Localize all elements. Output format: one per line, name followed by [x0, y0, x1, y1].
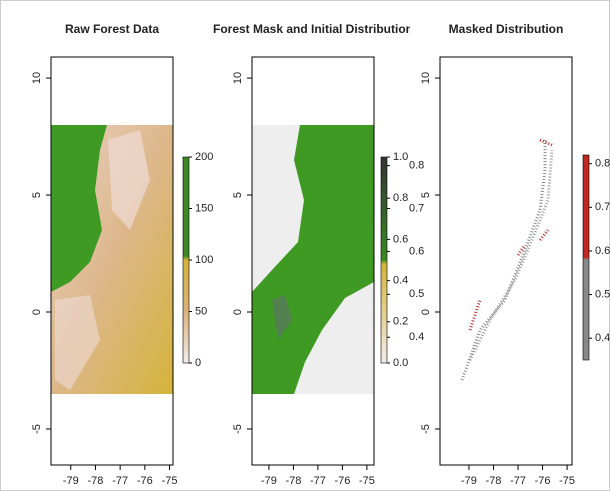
colorbar-tick-label: 0.6 [595, 245, 610, 257]
y-tick-label: 5 [232, 192, 244, 198]
plot-box [251, 56, 375, 466]
colorbar-tick-label: 150 [195, 202, 213, 214]
y-tick-label: 0 [420, 309, 432, 315]
colorbar-tick-label: 0.7 [595, 201, 610, 213]
colorbar-tick-label: 0.5 [409, 288, 424, 300]
y-tick-label: 0 [232, 309, 244, 315]
colorbar-tick-label: 0.5 [595, 288, 610, 300]
colorbar-tick-label: 1.0 [393, 151, 408, 163]
x-tick-label: -75 [162, 475, 178, 487]
colorbar-tick-label: 0.2 [393, 316, 408, 328]
colorbar-tick-label: 0.7 [409, 202, 424, 214]
x-tick-label: -77 [310, 475, 326, 487]
colorbar-tick-label: 0 [195, 357, 201, 369]
colorbar-tick-label: 0.4 [595, 332, 610, 344]
x-tick-label: -75 [359, 475, 375, 487]
y-tick-label: 10 [31, 72, 43, 84]
colorbar-tick-label: 0.6 [409, 245, 424, 257]
x-tick-label: -78 [285, 475, 301, 487]
colorbar-tick-label: 0.4 [409, 331, 424, 343]
colorbar-tick-label: 0.8 [595, 158, 610, 170]
x-tick-label: -76 [137, 475, 153, 487]
colorbar-1 [183, 157, 189, 363]
x-tick-label: -76 [535, 475, 551, 487]
x-tick-label: -77 [510, 475, 526, 487]
x-tick-label: -77 [112, 475, 128, 487]
colorbar-tick-label: 0.8 [393, 192, 408, 204]
raster-1 [51, 125, 173, 394]
x-tick-label: -79 [461, 475, 477, 487]
y-tick-label: -5 [420, 424, 432, 434]
plot-box [439, 56, 573, 466]
y-tick-label: 10 [232, 72, 244, 84]
x-tick-label: -76 [334, 475, 350, 487]
panel-title: Forest Mask and Initial Distribution [213, 22, 413, 36]
y-tick-label: 5 [420, 192, 432, 198]
x-tick-label: -78 [88, 475, 104, 487]
colorbar-tick-label: 0.4 [393, 275, 408, 287]
x-tick-label: -75 [559, 475, 575, 487]
y-tick-label: 0 [31, 309, 43, 315]
colorbar-tick-label: 0.0 [393, 357, 408, 369]
colorbar-tick-label: 50 [195, 305, 207, 317]
panel-title: Raw Forest Data [65, 22, 159, 36]
plot-box [50, 56, 174, 466]
raster-3 [460, 138, 554, 381]
colorbar-tick-label: 200 [195, 151, 213, 163]
panel-title: Masked Distribution [449, 22, 564, 36]
colorbar-tick-label: 100 [195, 254, 213, 266]
colorbar-frame [380, 156, 388, 364]
colorbar-tick-label: 0.8 [409, 159, 424, 171]
x-tick-label: -78 [486, 475, 502, 487]
y-tick-label: -5 [232, 424, 244, 434]
y-tick-label: 10 [420, 72, 432, 84]
colorbar-tick-label: 0.6 [393, 233, 408, 245]
y-tick-label: 5 [31, 192, 43, 198]
y-tick-label: -5 [31, 424, 43, 434]
x-tick-label: -79 [261, 475, 277, 487]
colorbar-3 [583, 155, 589, 360]
colorbar-2 [381, 157, 387, 363]
x-tick-label: -79 [63, 475, 79, 487]
raster-2 [252, 125, 374, 394]
colorbar-frame [582, 154, 590, 361]
